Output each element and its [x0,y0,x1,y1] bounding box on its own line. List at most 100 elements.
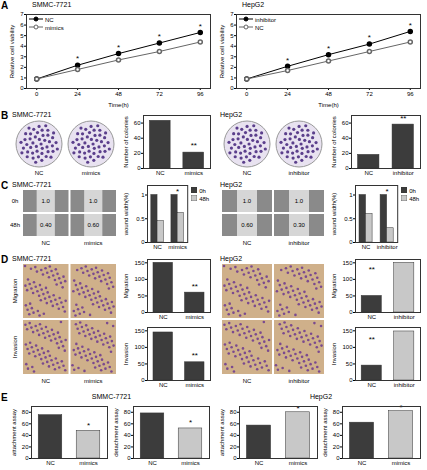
svg-text:*: * [399,403,402,412]
svg-text:2: 2 [20,64,24,70]
svg-text:7: 7 [20,11,24,17]
svg-text:20: 20 [22,444,29,450]
svg-text:NC: NC [159,314,168,320]
svg-text:NC: NC [364,170,373,176]
svg-text:72: 72 [156,91,163,97]
svg-text:72: 72 [366,91,373,97]
svg-text:0: 0 [35,91,39,97]
svg-text:mimics: mimics [289,460,308,466]
svg-text:Time(h): Time(h) [108,102,128,108]
svg-text:NC: NC [156,170,165,176]
svg-text:50: 50 [346,293,353,299]
svg-text:0: 0 [233,455,237,461]
svg-text:*: * [87,421,90,430]
svg-text:48: 48 [115,91,122,97]
svg-text:detachment assay: detachment assay [113,408,119,457]
svg-text:NC: NC [41,378,50,384]
svg-text:40: 40 [124,432,131,438]
svg-text:40: 40 [230,432,237,438]
svg-text:20: 20 [124,444,131,450]
svg-text:0: 0 [345,165,349,171]
svg-text:mimics: mimics [392,460,411,466]
svg-text:0: 0 [141,309,145,315]
svg-text:NC: NC [46,460,55,466]
svg-text:inhibitor: inhibitor [288,378,309,384]
svg-text:1.0: 1.0 [89,198,98,204]
svg-text:2: 2 [230,64,234,70]
svg-text:60: 60 [124,421,131,427]
svg-text:100: 100 [342,344,353,350]
svg-text:mimics: mimics [185,382,204,388]
svg-text:60: 60 [22,421,29,427]
svg-text:mimics: mimics [181,460,200,466]
svg-text:Migration: Migration [123,274,129,299]
svg-text:mimics: mimics [185,314,204,320]
svg-text:0: 0 [141,377,145,383]
svg-text:Number of colonies: Number of colonies [123,116,129,168]
svg-text:attachment assay: attachment assay [11,409,17,456]
svg-text:Invasion: Invasion [331,343,337,365]
svg-text:Migration: Migration [331,274,337,299]
svg-text:24: 24 [74,91,81,97]
svg-text:40: 40 [333,432,340,438]
svg-text:6: 6 [230,22,234,28]
svg-text:40: 40 [134,135,141,141]
svg-text:20: 20 [333,444,340,450]
svg-text:*: * [296,404,299,413]
svg-text:NC: NC [362,244,371,250]
svg-text:0: 0 [25,455,29,461]
svg-text:80: 80 [333,409,340,415]
svg-text:3: 3 [230,54,234,60]
svg-text:inhibitor: inhibitor [288,240,309,246]
svg-text:**: ** [369,335,375,344]
svg-text:100: 100 [134,276,145,282]
svg-text:20: 20 [134,150,141,156]
svg-text:*: * [76,54,79,63]
svg-text:0: 0 [336,455,340,461]
svg-text:NC: NC [243,170,252,176]
svg-text:*: * [327,44,330,53]
svg-text:*: * [368,33,371,42]
svg-text:150: 150 [342,260,353,266]
svg-text:*: * [199,22,202,31]
svg-text:0.60: 0.60 [241,222,253,228]
svg-text:mimics: mimics [82,170,101,176]
svg-text:Relative cell viability: Relative cell viability [9,25,15,79]
svg-text:4: 4 [230,43,234,49]
svg-text:detachment assay: detachment assay [322,408,328,457]
svg-text:mimics: mimics [84,240,103,246]
svg-text:*: * [386,187,389,196]
svg-text:inhibitor: inhibitor [393,170,414,176]
svg-text:NC: NC [243,378,252,384]
svg-text:48h: 48h [10,222,20,228]
svg-text:NC: NC [148,460,157,466]
svg-text:60: 60 [230,421,237,427]
svg-text:NC: NC [358,460,367,466]
svg-text:**: ** [369,265,375,274]
svg-text:**: ** [192,282,198,291]
svg-text:attachment assay: attachment assay [219,409,225,456]
svg-text:NC: NC [367,382,376,388]
svg-text:Invasion: Invasion [12,336,18,358]
svg-text:NC: NC [153,244,162,250]
svg-text:1.0: 1.0 [42,198,51,204]
svg-text:80: 80 [124,409,131,415]
svg-text:60: 60 [134,120,141,126]
svg-text:40: 40 [342,135,349,141]
svg-text:wound width(%): wound width(%) [331,193,337,237]
svg-text:1: 1 [141,192,145,198]
svg-text:Migration: Migration [12,279,18,304]
svg-text:4: 4 [20,43,24,49]
svg-text:0.60: 0.60 [87,222,99,228]
svg-text:mimics: mimics [184,170,203,176]
svg-text:0: 0 [230,85,234,91]
svg-text:0.40: 0.40 [40,222,52,228]
svg-text:mimics: mimics [79,460,98,466]
svg-text:inhibitor: inhibitor [377,244,398,250]
svg-text:20: 20 [230,444,237,450]
svg-text:20: 20 [342,150,349,156]
svg-text:0: 0 [20,85,24,91]
svg-text:60: 60 [333,421,340,427]
svg-text:Invasion: Invasion [123,343,129,365]
svg-text:Relative cell viability: Relative cell viability [219,25,225,79]
